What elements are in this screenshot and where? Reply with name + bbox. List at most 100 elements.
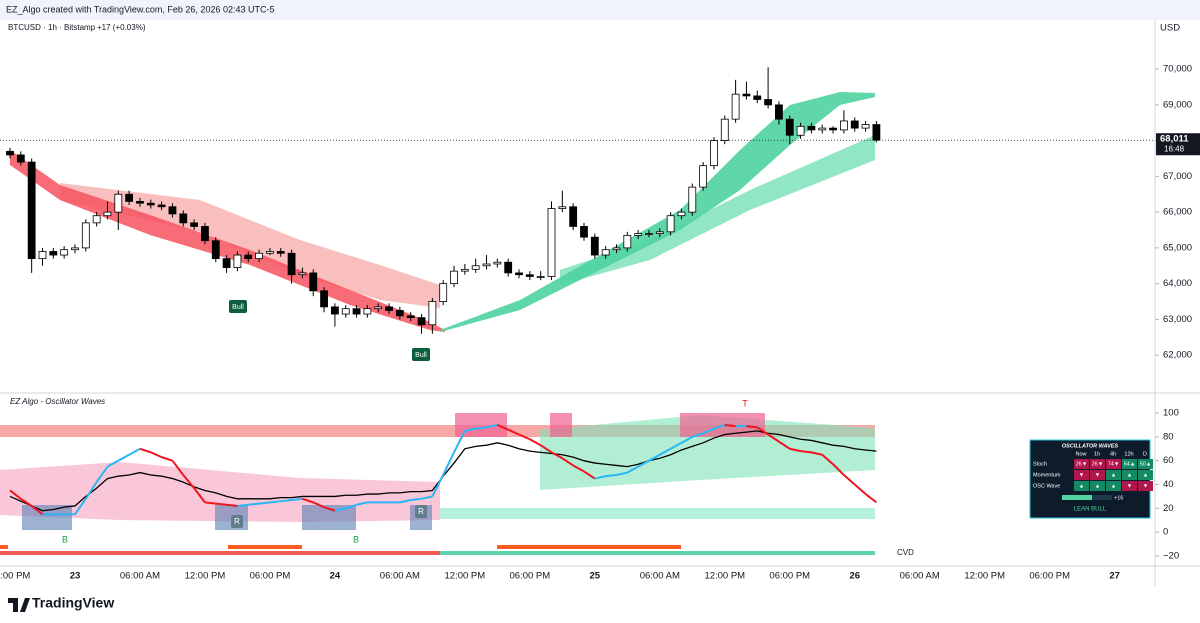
candle-body (266, 251, 274, 254)
osc-fast-segment (789, 447, 801, 453)
candle-body (450, 270, 458, 285)
candle-body (688, 186, 697, 213)
candle-body (211, 240, 220, 260)
candle-body (298, 272, 307, 276)
reversal-label: R (418, 507, 424, 516)
candle-body (742, 93, 751, 97)
candle-body (872, 124, 881, 141)
y-tick-label: 67,000 (1163, 171, 1192, 182)
osc-fast-segment (486, 423, 498, 429)
x-tick-label: 27 (1109, 571, 1120, 582)
osc-fast-segment (724, 423, 736, 428)
y-tick-label: 66,000 (1163, 207, 1192, 218)
candle-body (666, 215, 675, 233)
candle-body (71, 247, 79, 251)
osc-fast-segment (128, 447, 141, 456)
widget-cell (1138, 481, 1153, 491)
footer (0, 586, 1200, 623)
signal-box (229, 300, 247, 313)
candle-body (439, 283, 448, 302)
widget-column: Now (1075, 451, 1086, 457)
osc-fast-segment (258, 501, 271, 505)
price-tag (1156, 133, 1200, 156)
candle-body (374, 306, 383, 310)
candle-body (612, 247, 621, 251)
widget-title: OSCILLATOR WAVES (1062, 443, 1119, 449)
candle-body (840, 120, 848, 131)
osc-fast-segment (171, 460, 185, 476)
osc-fast-segment (9, 489, 22, 500)
osc-fast-segment (670, 441, 682, 450)
osc-fast-segment (345, 503, 357, 510)
osc-fast-segment (594, 475, 606, 480)
osc-fast-segment (518, 433, 531, 441)
candle-body (27, 161, 36, 260)
widget-cell-text: ▼ (1143, 483, 1148, 489)
widget-cell-text: ▲ (1111, 483, 1116, 489)
signal-label: Bull (232, 304, 244, 311)
osc-fast-segment (529, 438, 542, 447)
signal-label: Bull (415, 352, 427, 359)
osc-fast-segment (767, 433, 780, 443)
candle-body (536, 276, 545, 278)
candle-body (255, 252, 263, 260)
cvd-trend (440, 551, 875, 555)
widget-cell (1074, 459, 1089, 469)
candle-body (753, 95, 762, 100)
candle-body (818, 127, 827, 131)
osc-fast-segment (626, 465, 639, 474)
osc-fast-segment (746, 425, 758, 429)
candle-body (320, 290, 328, 308)
widget-cell (1090, 481, 1105, 491)
candle-body (417, 317, 426, 326)
y-tick-label: 60 (1163, 455, 1174, 466)
osc-fast-segment (334, 507, 346, 512)
top-label: T (742, 398, 748, 408)
reversal-box (415, 505, 427, 518)
candle-body (352, 308, 361, 315)
cvd-trend (0, 551, 440, 555)
candle-body (395, 310, 404, 317)
candle-body (168, 206, 177, 215)
osc-fast-segment (811, 451, 823, 456)
candle-body (775, 104, 783, 120)
widget-cell (1122, 470, 1137, 480)
widget-cell (1090, 470, 1105, 480)
osc-fast-segment (680, 435, 693, 444)
osc-fast-segment (84, 481, 98, 500)
candle-body (179, 213, 188, 224)
candle-body (92, 215, 101, 224)
osc-fast-segment (464, 427, 476, 432)
osc-fast-segment (778, 440, 791, 450)
widget-cell (1122, 481, 1137, 491)
x-tick-label: 06:00 AM (900, 571, 940, 582)
osc-fast-segment (864, 493, 878, 504)
x-tick-label: 06:00 PM (769, 571, 810, 582)
x-tick-label: 12:00 PM (964, 571, 1005, 582)
y-tick-label: 64,000 (1163, 278, 1192, 289)
widget-cell-text: ▲ (1095, 483, 1100, 489)
candle-body (590, 236, 599, 256)
widget-cell-text: 26▼ (1076, 461, 1088, 467)
x-tick-label: 12:00 PM (185, 571, 226, 582)
candle-body (710, 140, 718, 167)
widget-cell (1074, 470, 1089, 480)
reversal-box (231, 515, 243, 528)
widget-column: D (1143, 451, 1147, 457)
osc-fast-segment (421, 495, 433, 500)
osc-fast-segment (572, 464, 585, 473)
candle-body (38, 251, 47, 260)
candle-body (114, 193, 123, 213)
osc-fast-segment (226, 503, 238, 507)
y-tick-label: 69,000 (1163, 99, 1192, 110)
candle-body (60, 249, 69, 256)
candle-body (49, 251, 58, 256)
cvd-bar (228, 545, 302, 549)
x-tick-label: 06:00 AM (380, 571, 420, 582)
osc-fast-segment (150, 451, 163, 459)
zone-box (22, 505, 72, 530)
x-tick-label: 06:00 PM (250, 571, 291, 582)
widget-cell (1138, 459, 1153, 469)
